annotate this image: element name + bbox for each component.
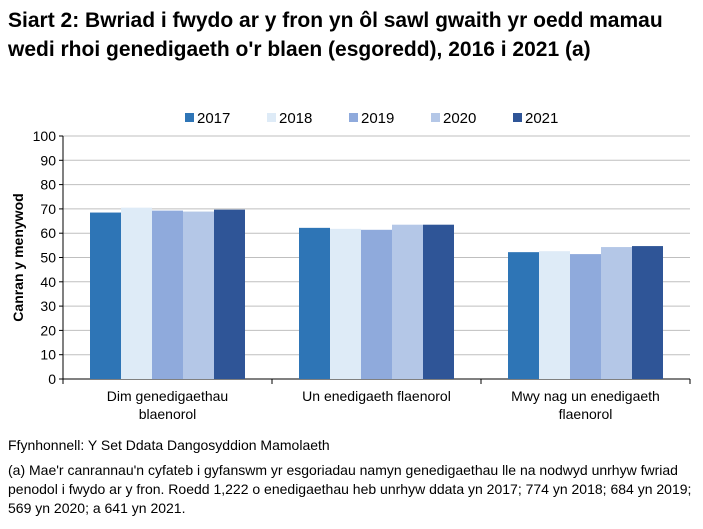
bar-2021 xyxy=(632,246,663,379)
bar-2021 xyxy=(214,209,245,379)
legend-label: 2021 xyxy=(525,110,558,127)
legend-label: 2017 xyxy=(197,110,230,127)
y-tick-label: 20 xyxy=(40,322,56,338)
y-tick-label: 0 xyxy=(48,371,56,387)
legend-swatch-2017 xyxy=(185,113,194,122)
bar-2020 xyxy=(183,211,214,379)
y-tick-label: 10 xyxy=(40,347,56,363)
x-category-label: flaenorol xyxy=(559,406,613,422)
y-axis-title: Canran y menywod xyxy=(10,193,26,321)
bar-chart: 0 10 20 30 40 50 60 70 80 90 100 Dim genedigaethau b… xyxy=(10,110,691,422)
x-category-label: Dim genedigaethau xyxy=(107,388,228,404)
y-tick-label: 60 xyxy=(40,225,56,241)
y-tick-label: 50 xyxy=(40,250,56,266)
legend-label: 2020 xyxy=(443,110,476,127)
bar-2017 xyxy=(90,212,121,379)
source-note: Ffynhonnell: Y Set Ddata Dangosyddion Ma… xyxy=(8,437,330,453)
legend-label: 2019 xyxy=(361,110,394,127)
chart-title: Siart 2: Bwriad i fwydo ar y fron yn ôl … xyxy=(8,9,663,61)
bar-2020 xyxy=(601,247,632,379)
y-tick-label: 30 xyxy=(40,298,56,314)
x-category-label: blaenorol xyxy=(139,406,197,422)
bar-2019 xyxy=(152,210,183,379)
footnote: (a) Mae'r canrannau'n cyfateb i gyfanswm… xyxy=(8,462,692,516)
y-tick-label: 80 xyxy=(40,177,56,193)
legend-label: 2018 xyxy=(279,110,312,127)
bar-2017 xyxy=(299,227,330,379)
bar-2020 xyxy=(392,224,423,379)
legend-swatch-2021 xyxy=(513,113,522,122)
bar-2018 xyxy=(330,228,361,379)
legend-swatch-2019 xyxy=(349,113,358,122)
legend-swatch-2020 xyxy=(431,113,440,122)
x-category-label: Mwy nag un enedigaeth xyxy=(511,388,660,404)
bar-2019 xyxy=(361,229,392,379)
y-tick-label: 40 xyxy=(40,274,56,290)
y-tick-label: 90 xyxy=(40,152,56,168)
bar-2018 xyxy=(539,251,570,379)
x-category-label: Un enedigaeth flaenorol xyxy=(302,388,451,404)
bar-2018 xyxy=(121,207,152,379)
bar-2021 xyxy=(423,224,454,379)
bar-2019 xyxy=(570,254,601,379)
bar-2017 xyxy=(508,252,539,379)
legend-swatch-2018 xyxy=(267,113,276,122)
y-tick-label: 100 xyxy=(33,128,57,144)
y-tick-label: 70 xyxy=(40,201,56,217)
